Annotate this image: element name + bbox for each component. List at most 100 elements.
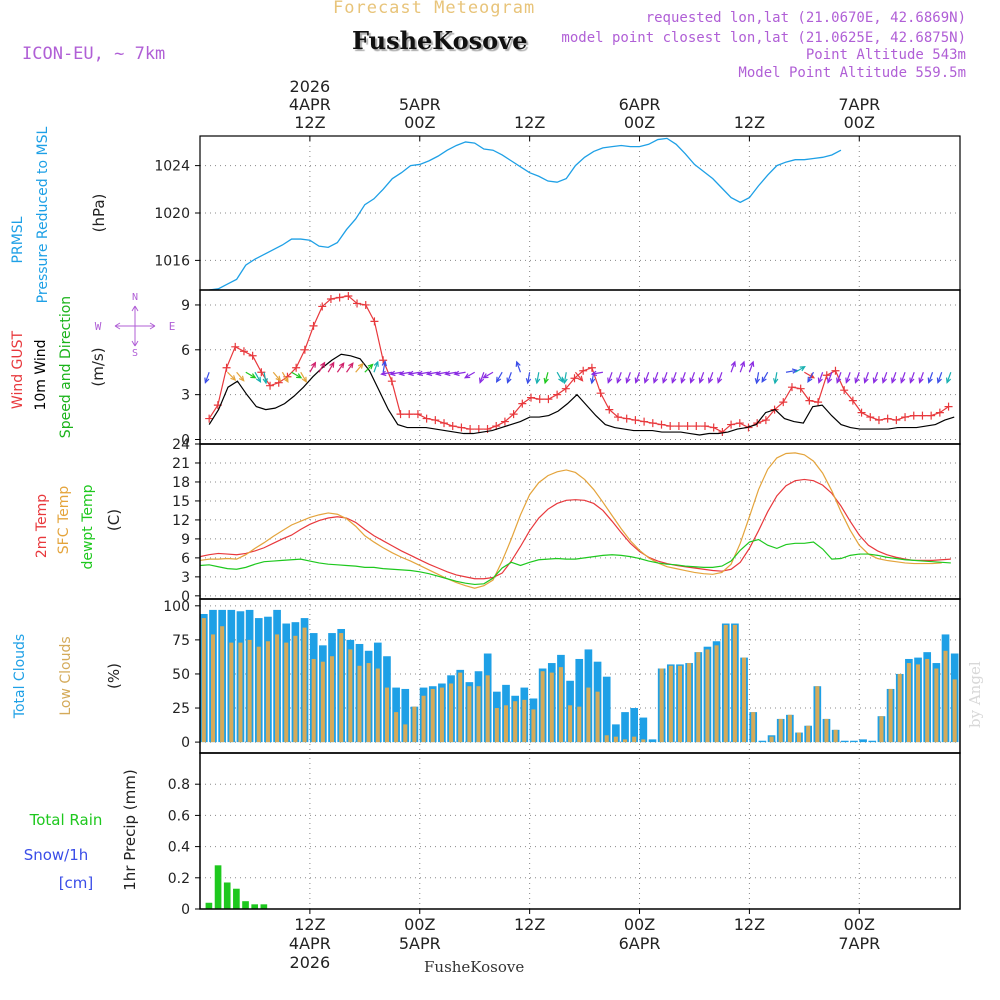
wind-arrow xyxy=(262,372,268,385)
wind-arrow-shaft xyxy=(845,372,851,383)
low-cloud-bar xyxy=(522,699,527,743)
wind-arrow-head xyxy=(463,373,471,379)
wind-arrow-shaft xyxy=(336,362,345,373)
gust-marker xyxy=(440,419,449,428)
wind-arrow-head xyxy=(495,376,502,383)
y-tick-label: 100 xyxy=(163,599,190,615)
gust-marker xyxy=(413,410,422,419)
wind-arrow-head xyxy=(482,373,489,379)
gust-marker xyxy=(648,419,657,428)
rain-bar xyxy=(205,902,213,909)
gust-marker xyxy=(605,405,614,414)
wind-arrow xyxy=(836,372,842,384)
gust-marker xyxy=(683,422,692,431)
wind-arrow xyxy=(891,372,897,384)
low-cloud-bar xyxy=(796,732,802,743)
low-cloud-bar xyxy=(906,663,911,743)
low-cloud-bar xyxy=(348,649,353,743)
rain-bar xyxy=(214,865,222,909)
temp-unit: (C) xyxy=(105,509,123,531)
wind-arrow xyxy=(453,370,466,377)
compass-arrows xyxy=(114,305,156,347)
gust-marker xyxy=(761,416,770,425)
low-cloud-bar xyxy=(632,736,637,743)
wind-arrow-shaft xyxy=(436,371,448,375)
wind-arrow xyxy=(671,372,677,384)
low-cloud-bar xyxy=(229,642,234,743)
gust-marker xyxy=(509,410,518,419)
gust-marker xyxy=(231,342,240,351)
wind-arrow-shaft xyxy=(483,371,494,379)
closest-coordinates: model point closest lon,lat (21.0625E, 4… xyxy=(561,30,966,46)
wind-arrow-shaft xyxy=(556,371,564,383)
wind-arrow-head xyxy=(863,377,869,384)
low-cloud-bar xyxy=(934,668,939,743)
low-cloud-bar xyxy=(238,642,243,743)
low-cloud-bar xyxy=(494,708,499,743)
rain-bar xyxy=(251,904,259,909)
wind-arrow-head xyxy=(444,370,451,377)
low-cloud-bar xyxy=(375,668,380,743)
low-cloud-bar xyxy=(265,641,270,743)
wind-arrow-shaft xyxy=(445,371,457,375)
wind-arrow xyxy=(730,360,736,373)
low-cloud-bar xyxy=(513,701,518,743)
wind-arrow-head xyxy=(730,360,736,367)
wind-arrow-shaft xyxy=(873,372,879,383)
wind-arrow xyxy=(236,371,245,382)
wind-arrow-head xyxy=(416,370,424,377)
temp2m-label: 2m Temp xyxy=(34,494,50,558)
low-cloud-bar xyxy=(659,668,664,743)
wind-arrow-shaft xyxy=(506,372,512,383)
rain-bar xyxy=(260,904,268,909)
wind-arrow-shaft xyxy=(563,372,567,384)
wind-arrow xyxy=(416,370,430,377)
wind-arrow-shaft xyxy=(364,364,374,373)
y-tick-label: 0.4 xyxy=(168,840,190,856)
y-tick-label: 0 xyxy=(181,902,190,918)
wind-arrow xyxy=(854,372,860,384)
wind-arrow xyxy=(463,371,475,379)
y-tick-label: 0.6 xyxy=(168,808,190,824)
gust-marker xyxy=(596,389,605,398)
time-label-top: 00Z xyxy=(844,113,875,132)
gust-marker xyxy=(631,416,640,425)
wind-arrow-shaft xyxy=(382,361,386,373)
wind-arrow-head xyxy=(435,370,442,377)
compass-rose: N S W E xyxy=(95,292,176,359)
wind-arrow-shaft xyxy=(827,372,833,383)
wind-arrow-head xyxy=(791,368,799,374)
time-label-top: 12Z xyxy=(294,113,325,132)
low-cloud-bar xyxy=(531,709,536,743)
wind-arrow xyxy=(300,371,307,383)
low-cloud-bar xyxy=(357,665,362,743)
total-cloud-bar xyxy=(758,740,767,743)
gust-marker xyxy=(396,410,405,419)
low-cloud-bar xyxy=(540,671,545,743)
low-cloud-bar xyxy=(302,627,307,743)
wind-arrow-head xyxy=(558,376,564,383)
gust-marker xyxy=(944,402,953,411)
wind-arrow xyxy=(389,370,402,377)
wind-arrow xyxy=(364,363,374,373)
wind-arrow xyxy=(863,372,869,384)
low-cloud-bar xyxy=(577,706,582,743)
wind-arrow-head xyxy=(671,377,677,384)
wind-arrow xyxy=(336,362,345,373)
low-cloud-bar xyxy=(256,646,261,743)
wind-arrow-head xyxy=(515,360,521,367)
wind-arrow-shaft xyxy=(864,372,869,383)
low-cloud-bar xyxy=(220,626,225,743)
gust-marker xyxy=(874,416,883,425)
wind-arrow-head xyxy=(817,377,823,384)
low-cloud-bar xyxy=(421,695,426,743)
wind-arrow-shaft xyxy=(836,372,842,383)
y-tick-label: 21 xyxy=(172,456,190,472)
y-tick-label: 75 xyxy=(172,633,190,649)
gust-marker xyxy=(787,383,796,392)
low-cloud-bar xyxy=(384,687,389,743)
wind-arrow xyxy=(761,371,769,383)
wind-arrow xyxy=(444,370,457,377)
time-label-top: 12Z xyxy=(734,113,765,132)
wind-arrow-head xyxy=(238,375,245,382)
